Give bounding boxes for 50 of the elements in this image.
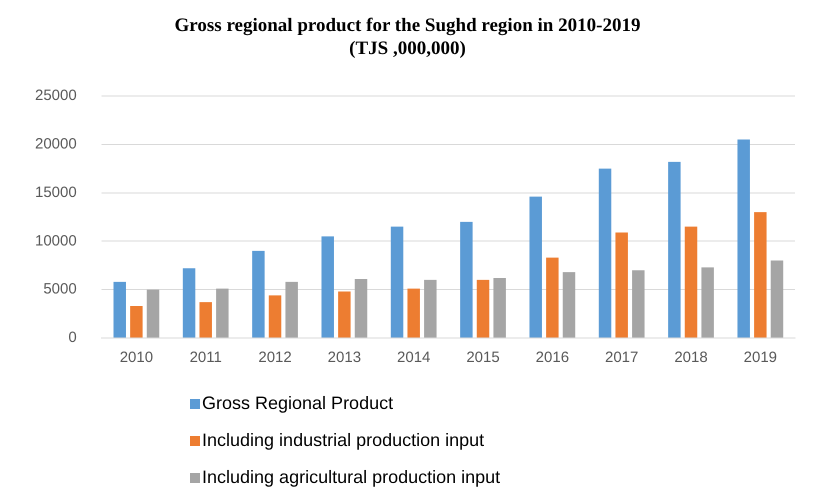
bar — [424, 280, 437, 338]
bar — [354, 278, 368, 338]
bar — [562, 272, 576, 338]
x-tick-label: 2013 — [328, 349, 362, 366]
bar — [390, 226, 404, 338]
x-tick-label: 2019 — [744, 349, 778, 366]
bar — [598, 168, 612, 338]
y-tick-label: 20000 — [34, 136, 77, 153]
x-tick-label: 2011 — [190, 349, 222, 366]
bar — [754, 212, 767, 338]
chart-title: Gross regional product for the Sughd region in 2010-2019 (TJS ,000,000) — [174, 14, 642, 60]
x-tick-label: 2016 — [536, 349, 570, 366]
y-tick-label: 0 — [68, 329, 77, 346]
bar — [199, 302, 212, 338]
legend-label: Including industrial production input — [201, 429, 486, 452]
legend-label: Gross Regional Product — [201, 392, 394, 415]
bar — [546, 258, 559, 338]
bar — [407, 288, 420, 338]
bar — [182, 268, 196, 338]
x-tick-label: 2012 — [258, 349, 292, 366]
bar — [114, 282, 126, 338]
bar — [460, 222, 473, 338]
bar — [216, 288, 229, 338]
x-tick-label: 2017 — [604, 349, 638, 366]
bar — [146, 290, 160, 338]
x-tick-label: 2010 — [120, 349, 154, 366]
y-tick-label: 10000 — [34, 232, 77, 250]
x-tick-label: 2018 — [674, 349, 708, 366]
bar — [338, 292, 351, 338]
bar — [615, 232, 628, 338]
x-tick-label: 2015 — [466, 349, 500, 366]
bar — [737, 140, 750, 338]
legend-label: Including agricultural production input — [201, 466, 500, 489]
bar — [252, 250, 265, 338]
bar — [321, 236, 334, 338]
y-tick-label: 5000 — [43, 280, 77, 298]
bar — [701, 267, 714, 338]
bar — [770, 260, 784, 338]
bar — [285, 282, 298, 338]
bar — [268, 295, 282, 338]
bar — [476, 280, 490, 338]
y-tick-label: 15000 — [34, 184, 77, 201]
bar — [493, 278, 506, 338]
bar — [632, 270, 645, 338]
x-tick-label: 2014 — [397, 349, 430, 366]
y-tick-label: 25000 — [34, 87, 77, 104]
bar — [529, 196, 542, 338]
bar — [668, 162, 681, 338]
bar — [130, 306, 143, 338]
bar — [684, 226, 698, 338]
